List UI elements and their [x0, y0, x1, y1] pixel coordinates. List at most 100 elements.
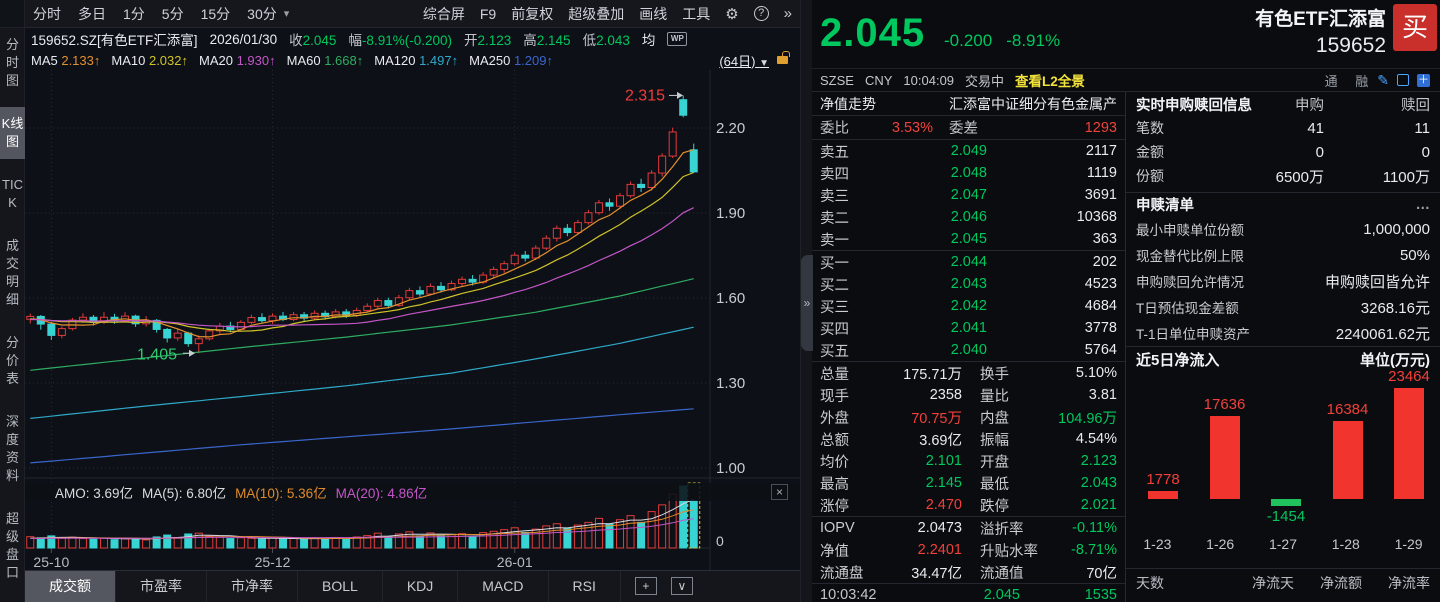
help-icon[interactable]: ? — [753, 6, 769, 21]
cr-row: 笔数 41 11 — [1126, 116, 1440, 140]
book-volume: 2117 — [1085, 143, 1117, 159]
svg-text:2.20: 2.20 — [716, 120, 745, 137]
flow-footer-4[interactable]: 净流率 — [1388, 574, 1430, 591]
bid-row[interactable]: 买三 2.042 4684 — [812, 295, 1125, 317]
toolbar-item-综合屏[interactable]: 综合屏 — [422, 5, 465, 22]
cr-label: 金额 — [1136, 144, 1164, 160]
period-tab-分时[interactable]: 分时 — [33, 5, 61, 22]
period-tab-1分[interactable]: 1分 — [123, 5, 145, 22]
ma-label: MA20 — [199, 52, 237, 68]
ask-row[interactable]: 卖一 2.045 363 — [812, 228, 1125, 250]
indicator-tab-市盈率[interactable]: 市盈率 — [116, 571, 207, 602]
sidebar-item-6[interactable]: 深度资料 — [5, 414, 19, 483]
edit-icon[interactable]: ✎ — [1377, 71, 1389, 88]
book-volume: 3691 — [1084, 187, 1117, 203]
period-tab-多日[interactable]: 多日 — [78, 5, 106, 22]
sidebar-item-4[interactable]: 成交明细 — [5, 238, 19, 307]
field-label: 高 — [523, 33, 537, 48]
bid-row[interactable]: 买五 2.040 5764 — [812, 339, 1125, 361]
svg-text:1.00: 1.00 — [716, 460, 745, 477]
alert-icon[interactable] — [1397, 74, 1409, 86]
flow-footer-2[interactable]: 净流天 — [1252, 574, 1294, 591]
ask-row[interactable]: 卖五 2.049 2117 — [812, 140, 1125, 162]
flow-footer-1[interactable]: 天数 — [1136, 574, 1164, 591]
stat-value: 3.81 — [1088, 387, 1117, 403]
stat-label: 换手 — [980, 366, 1009, 383]
unlock-icon[interactable] — [777, 56, 788, 64]
add-indicator-button[interactable]: + — [634, 577, 657, 595]
cr-list-value: 3268.16元 — [1360, 299, 1430, 317]
stat-label: 总量 — [820, 366, 849, 383]
chevron-down-icon[interactable]: ▾ — [283, 8, 290, 20]
flow-bar — [1209, 416, 1240, 499]
buy-button[interactable]: 买 — [1393, 4, 1437, 51]
flow-bar-value: 16384 — [1326, 401, 1369, 418]
stat-label: 量比 — [980, 388, 1009, 405]
bid-row[interactable]: 买四 2.041 3778 — [812, 317, 1125, 339]
flow-footer-3[interactable]: 净流额 — [1320, 574, 1362, 591]
weicha-value: 1293 — [1084, 119, 1117, 136]
close-icon[interactable]: × — [771, 484, 788, 500]
latest-tick-row[interactable]: 10:03:42 2.045 1535 — [812, 583, 1125, 602]
cr-list-row: 现金替代比例上限 50% — [1126, 242, 1440, 268]
toolbar-item-前复权[interactable]: 前复权 — [511, 5, 554, 22]
sidebar-item-7[interactable]: 超级盘口 — [5, 511, 19, 580]
bid-row[interactable]: 买一 2.044 202 — [812, 251, 1125, 273]
sidebar-item-5[interactable]: 分价表 — [5, 335, 19, 386]
cr-list-label: T日预估现金差额 — [1136, 301, 1239, 316]
cr-list-row: T日预估现金差额 3268.16元 — [1126, 294, 1440, 320]
indicator-tab-BOLL[interactable]: BOLL — [298, 571, 383, 602]
collapse-handle[interactable]: » — [801, 255, 813, 351]
indicator-tab-KDJ[interactable]: KDJ — [383, 571, 459, 602]
add-icon[interactable]: ＋ — [1417, 73, 1430, 87]
wp-window-icon[interactable]: WP — [667, 32, 688, 46]
sidebar-item-3[interactable]: TICK — [2, 177, 23, 210]
stat-value: 2.043 — [1080, 475, 1117, 491]
gear-icon[interactable]: ⚙ — [725, 5, 739, 23]
toolbar-item-画线[interactable]: 画线 — [639, 5, 668, 22]
flow-bar-value: 1778 — [1146, 471, 1180, 488]
cr-label: 笔数 — [1136, 120, 1164, 136]
stat-label: 现手 — [820, 388, 849, 405]
l2-link[interactable]: 查看L2全景 — [1015, 74, 1085, 89]
ma-legend-MA120: MA120 1.497↑ — [374, 53, 458, 68]
more-icon[interactable]: … — [1415, 196, 1431, 213]
book-level-label: 卖二 — [820, 210, 849, 227]
visible-range-dropdown[interactable]: (64日) ▼ — [719, 53, 769, 69]
toolbar-item-超级叠加[interactable]: 超级叠加 — [568, 5, 625, 22]
ma-value: 1.668↑ — [324, 52, 364, 68]
book-price: 2.042 — [950, 298, 987, 314]
stat-label: 流通盘 — [820, 565, 864, 582]
flow-date-label: 1-26 — [1206, 536, 1235, 552]
ma-label: MA60 — [286, 52, 325, 68]
indicator-tab-RSI[interactable]: RSI — [549, 571, 621, 602]
indicator-tab-MACD[interactable]: MACD — [458, 571, 549, 602]
sidebar-item-1[interactable]: 分时图 — [5, 37, 19, 88]
ohlc-field: 高2.145 — [523, 29, 570, 49]
period-tab-15分[interactable]: 15分 — [200, 5, 231, 22]
ask-row[interactable]: 卖四 2.048 1119 — [812, 162, 1125, 184]
volume-legend-item: MA(10): 5.36亿 — [235, 486, 327, 501]
toolbar-item-F9[interactable]: F9 — [479, 5, 497, 22]
kline-chart[interactable]: 2.20 1.90 1.60 1.30 1.00 0 25-10 25-12 26-01 2.31… — [25, 70, 800, 570]
stat-value: 3.69亿 — [919, 432, 962, 449]
period-tab-5分[interactable]: 5分 — [161, 5, 184, 22]
book-price: 2.044 — [950, 254, 987, 270]
indicator-dropdown-button[interactable]: ∨ — [670, 577, 693, 595]
book-price: 2.048 — [950, 165, 987, 181]
flow-date-label: 1-23 — [1143, 536, 1172, 552]
sidebar-item-2[interactable]: K线图 — [0, 107, 25, 159]
ask-row[interactable]: 卖二 2.046 10368 — [812, 206, 1125, 228]
chevrons-right-icon[interactable]: » — [783, 5, 792, 22]
nav-tab-netvalue[interactable]: 净值走势 — [820, 95, 876, 112]
toolbar-item-工具[interactable]: 工具 — [682, 5, 711, 22]
ask-row[interactable]: 卖三 2.047 3691 — [812, 184, 1125, 206]
bid-row[interactable]: 买二 2.043 4523 — [812, 273, 1125, 295]
svg-text:2.315: 2.315 — [625, 87, 665, 104]
indicator-tab-成交额[interactable]: 成交额 — [25, 571, 116, 602]
book-volume: 3778 — [1084, 320, 1117, 336]
flow-title: 近5日净流入 — [1136, 352, 1220, 369]
indicator-tab-市净率[interactable]: 市净率 — [207, 571, 298, 602]
cr-subscribe-value: 41 — [1307, 119, 1324, 137]
period-tab-30分[interactable]: 30分 — [247, 5, 277, 22]
